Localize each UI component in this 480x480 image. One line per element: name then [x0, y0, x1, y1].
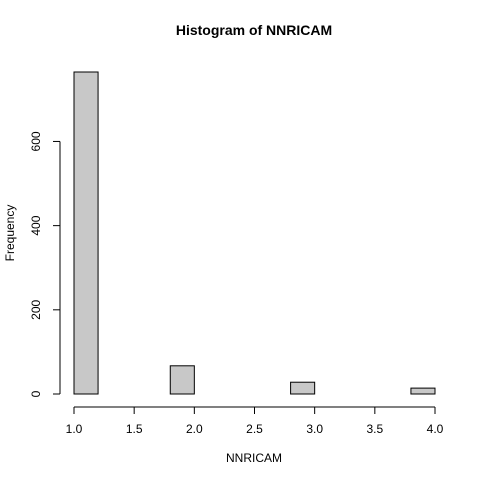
y-axis-label: Frequency: [3, 205, 17, 262]
histogram-bar-4: [169, 365, 195, 395]
chart-title: Histogram of NNRICAM: [176, 22, 332, 38]
histogram-bar-14: [410, 387, 436, 395]
x-tick-label-5: 3.5: [366, 422, 383, 436]
y-tick-label-1: 200: [29, 299, 43, 319]
x-tick-label-1: 1.5: [126, 422, 143, 436]
x-axis: 1.0 1.5 2.0 2.5 3.0 3.5 4.0: [66, 406, 444, 436]
bars-group: [73, 71, 436, 395]
histogram-bar-0: [73, 71, 99, 395]
y-tick-label-0: 0: [29, 390, 43, 397]
y-tick-label-3: 600: [29, 131, 43, 151]
x-tick-label-0: 1.0: [66, 422, 83, 436]
y-tick-label-2: 400: [29, 215, 43, 235]
histogram-bar-9: [290, 381, 316, 395]
x-axis-label: NNRICAM: [226, 451, 282, 465]
y-axis: 0 200 400 600: [29, 131, 61, 397]
x-tick-label-3: 2.5: [246, 422, 263, 436]
x-tick-label-4: 3.0: [306, 422, 323, 436]
x-tick-label-2: 2.0: [186, 422, 203, 436]
x-tick-label-6: 4.0: [427, 422, 444, 436]
